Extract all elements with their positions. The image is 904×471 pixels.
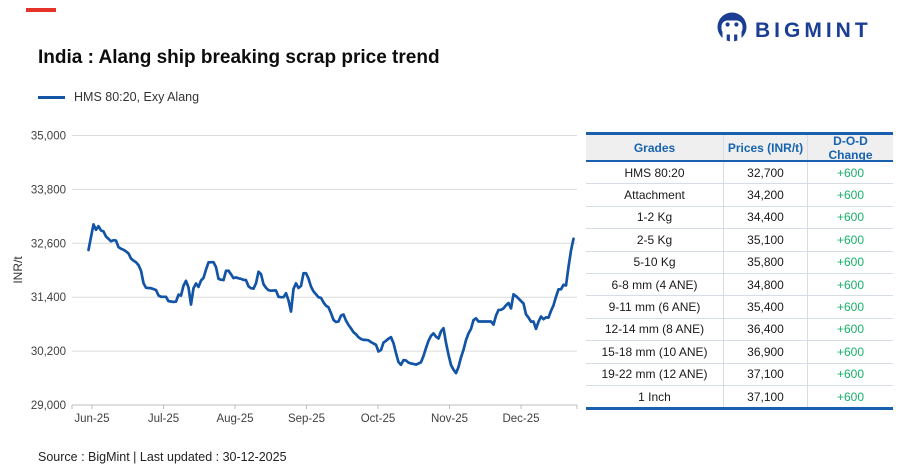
y-tick-label: 35,000: [31, 131, 66, 143]
grade-cell: 9-11 mm (6 ANE): [608, 300, 701, 315]
table-row: 2-5 Kg 35,100 +600: [586, 229, 893, 252]
x-tick-label: Sep-25: [288, 413, 325, 425]
prices-table: Grades Prices (INR/t) D-O-D Change HMS 8…: [586, 132, 893, 411]
grade-cell: 19-22 mm (12 ANE): [601, 367, 708, 382]
price-cell: 35,400: [723, 296, 807, 318]
table-row: 1-2 Kg 34,400 +600: [586, 206, 893, 230]
y-tick-label: 29,000: [31, 400, 66, 412]
grade-cell: 1-2 Kg: [636, 210, 673, 225]
y-tick-label: 33,800: [31, 184, 66, 196]
grade-cell: 6-8 mm (4 ANE): [611, 277, 698, 292]
legend-line-swatch: [38, 95, 65, 99]
table-row: 12-14 mm (8 ANE) 36,400 +600: [586, 318, 893, 342]
y-tick-label: 30,200: [31, 346, 66, 358]
grade-cell: 1 Inch: [638, 389, 671, 404]
grade-cell: 12-14 mm (8 ANE): [604, 322, 705, 337]
x-tick-label: Jun-25: [74, 413, 109, 425]
price-cell: 37,100: [723, 363, 807, 385]
table-row: 5-10 Kg 35,800 +600: [586, 251, 893, 274]
source-note: Source : BigMint | Last updated : 30-12-…: [38, 450, 287, 464]
x-tick-label: Oct-25: [361, 413, 396, 425]
table-row: 19-22 mm (12 ANE) 37,100 +600: [586, 363, 893, 386]
change-cell: +600: [807, 162, 893, 184]
price-cell: 34,200: [723, 184, 807, 206]
red-accent-dash: [26, 8, 56, 12]
grade-cell: 2-5 Kg: [636, 232, 673, 247]
table-row: 15-18 mm (10 ANE) 36,900 +600: [586, 341, 893, 364]
x-tick-label: Nov-25: [431, 413, 468, 425]
price-cell: 32,700: [723, 162, 807, 184]
table-row: 6-8 mm (4 ANE) 34,800 +600: [586, 273, 893, 297]
change-cell: +600: [807, 385, 893, 408]
table-header-prices: Prices (INR/t): [723, 135, 807, 160]
x-tick-label: Aug-25: [216, 413, 253, 425]
bigmint-logo-icon: [717, 12, 747, 46]
change-cell: +600: [807, 229, 893, 251]
table-header-grades: Grades: [633, 140, 676, 155]
x-tick-label: Dec-25: [502, 413, 539, 425]
price-cell: 34,800: [723, 273, 807, 296]
table-row: Attachment 34,200 +600: [586, 184, 893, 207]
change-cell: +600: [807, 206, 893, 229]
change-cell: +600: [807, 251, 893, 273]
price-line-series: [87, 223, 575, 375]
grade-cell: 15-18 mm (10 ANE): [601, 344, 708, 359]
grade-cell: HMS 80:20: [624, 165, 685, 180]
y-tick-label: 32,600: [31, 238, 66, 250]
price-cell: 37,100: [723, 385, 807, 408]
y-tick-label: 31,400: [31, 292, 66, 304]
table-body: HMS 80:20 32,700 +600 Attachment 34,200 +600 1…: [586, 162, 893, 408]
grade-cell: 5-10 Kg: [633, 255, 676, 270]
price-cell: 36,900: [723, 341, 807, 363]
change-cell: +600: [807, 273, 893, 296]
price-cell: 35,100: [723, 229, 807, 251]
grade-cell: Attachment: [624, 188, 685, 203]
bigmint-logo-text: BIGMINT: [755, 19, 872, 42]
x-tick-label: Jul-25: [148, 413, 179, 425]
table-header-row: Grades Prices (INR/t) D-O-D Change: [586, 134, 893, 162]
change-cell: +600: [807, 318, 893, 341]
change-cell: +600: [807, 341, 893, 363]
table-row: HMS 80:20 32,700 +600: [586, 162, 893, 185]
table-row: 9-11 mm (6 ANE) 35,400 +600: [586, 296, 893, 319]
legend-label: HMS 80:20, Exy Alang: [74, 90, 200, 104]
table-header-change: D-O-D Change: [807, 134, 893, 162]
chart-legend: HMS 80:20, Exy Alang: [38, 90, 199, 104]
table-row: 1 Inch 37,100 +600: [586, 385, 893, 408]
price-cell: 36,400: [723, 318, 807, 341]
y-axis-title: INR/t: [11, 256, 25, 284]
price-cell: 34,400: [723, 206, 807, 229]
change-cell: +600: [807, 296, 893, 318]
price-cell: 35,800: [723, 251, 807, 273]
page-title: India : Alang ship breaking scrap price …: [38, 47, 440, 68]
bigmint-logo: BIGMINT: [716, 12, 872, 50]
change-cell: +600: [807, 363, 893, 385]
change-cell: +600: [807, 184, 893, 206]
